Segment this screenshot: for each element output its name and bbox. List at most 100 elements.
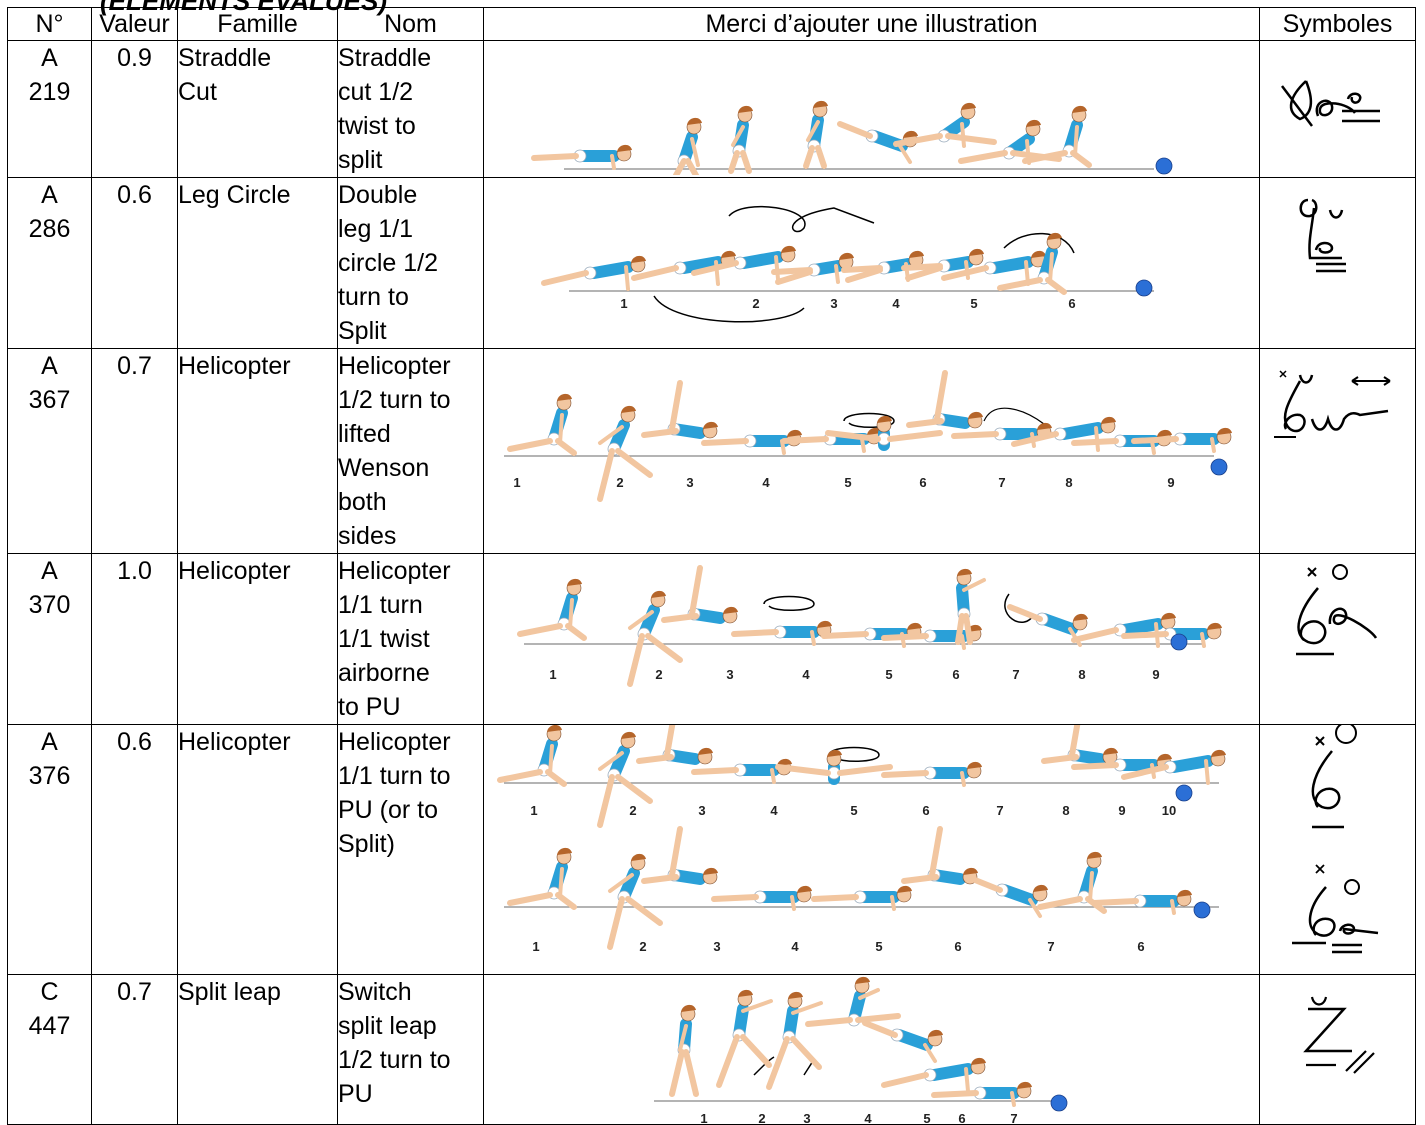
position-number: 5 [850, 803, 857, 818]
gymnast-figure [955, 568, 986, 645]
gymnast-figure [1037, 851, 1107, 914]
element-value: 0.9 [91, 40, 178, 178]
logo-icon [1175, 784, 1193, 802]
element-illustration: 1 2 3 4 5 6 7 [483, 974, 1260, 1125]
position-number: 2 [629, 803, 636, 818]
element-symbol-icon [1292, 725, 1379, 954]
element-value: 0.6 [91, 724, 178, 975]
position-number: 6 [958, 1111, 965, 1123]
element-name: Helicopter 1/1 turn to PU (or to Split) [337, 724, 484, 975]
gymnast-figure [893, 102, 997, 148]
logo-icon [1170, 633, 1188, 651]
header-num: N° [7, 7, 92, 41]
position-number: 5 [970, 296, 977, 311]
gymnast-figure [1022, 105, 1092, 168]
element-symbol [1259, 553, 1416, 725]
position-number: 6 [1137, 939, 1144, 954]
gymnast-figure [766, 991, 823, 1090]
position-number: 7 [1012, 667, 1019, 682]
gymnast-figure [669, 1004, 699, 1097]
gymnast-figure [997, 232, 1067, 295]
element-number: A 219 [7, 40, 92, 178]
gymnast-figure [1041, 725, 1118, 765]
table-row: A 370 1.0 Helicopter Helicopter 1/1 turn 1/… [7, 553, 1416, 725]
gymnast-figure [771, 252, 854, 285]
gymnast-figure [811, 885, 912, 911]
gymnast-figure [731, 620, 832, 646]
gymnast-figure [691, 758, 792, 784]
position-number: 8 [1062, 803, 1069, 818]
elements-table: N° Valeur Famille Nom Merci d’ajouter un… [7, 7, 1416, 1125]
logo-icon [1135, 279, 1153, 297]
element-number: C 447 [7, 974, 92, 1125]
gymnast-figure [967, 875, 1048, 918]
position-number: 1 [620, 296, 627, 311]
position-number: 4 [762, 475, 770, 490]
gymnast-figure [641, 826, 718, 885]
gymnast-figure [728, 105, 753, 174]
logo-icon [1050, 1094, 1068, 1112]
element-family: Straddle Cut [177, 40, 338, 178]
gymnast-figure [691, 245, 796, 281]
position-number: 6 [919, 475, 926, 490]
element-number: A 370 [7, 553, 92, 725]
position-number: 7 [1010, 1111, 1017, 1123]
element-family: Leg Circle [177, 177, 338, 349]
position-number: 1 [700, 1111, 707, 1123]
element-value: 0.7 [91, 348, 178, 554]
element-family: Helicopter [177, 348, 338, 554]
element-symbol [1259, 724, 1416, 975]
header-famille: Famille [177, 7, 338, 41]
element-name: Switch split leap 1/2 turn to PU [337, 974, 484, 1125]
element-number: A 367 [7, 348, 92, 554]
element-symbol [1259, 40, 1416, 178]
position-number: 3 [726, 667, 733, 682]
position-number: 2 [752, 296, 759, 311]
position-number: 3 [803, 1111, 810, 1123]
gymnast-figure [862, 1020, 943, 1063]
gymnast-figure [931, 1081, 1032, 1107]
table-row: A 376 0.6 Helicopter Helicopter 1/1 turn t… [7, 724, 1416, 975]
element-symbol-icon [1274, 370, 1391, 438]
position-number: 3 [698, 803, 705, 818]
element-family: Helicopter [177, 553, 338, 725]
element-name: Helicopter 1/1 turn 1/1 twist airborne to PU [337, 553, 484, 725]
element-name: Straddle cut 1/2 twist to split [337, 40, 484, 178]
position-number: 4 [770, 803, 778, 818]
position-number: 5 [844, 475, 851, 490]
position-number: 1 [530, 803, 537, 818]
position-number: 9 [1152, 667, 1159, 682]
header-nom: Nom [337, 7, 484, 41]
gymnast-figure [1071, 612, 1176, 648]
position-number: 7 [998, 475, 1005, 490]
position-number: 5 [923, 1111, 930, 1123]
gymnast-figure [1007, 604, 1088, 647]
table-row: A 286 0.6 Leg Circle Double leg 1/1 circle … [7, 177, 1416, 349]
position-number: 9 [1167, 475, 1174, 490]
gymnast-figure [1131, 427, 1232, 453]
position-number: 1 [549, 667, 556, 682]
table-row: A 219 0.9 Straddle Cut Straddle cut 1/2 twis… [7, 40, 1416, 178]
logo-icon [1193, 901, 1211, 919]
element-symbol [1259, 177, 1416, 349]
element-value: 1.0 [91, 553, 178, 725]
element-name: Double leg 1/1 circle 1/2 turn to Split [337, 177, 484, 349]
element-number: A 286 [7, 177, 92, 349]
position-number: 4 [864, 1111, 872, 1123]
gymnast-figure [825, 415, 943, 451]
position-number: 9 [1118, 803, 1125, 818]
position-number: 6 [922, 803, 929, 818]
gymnast-figure [1121, 749, 1226, 785]
logo-icon [1210, 458, 1228, 476]
gymnast-figure [881, 1057, 986, 1093]
gymnast-figure [597, 731, 653, 828]
gymnast-figure [1091, 889, 1192, 915]
element-number: A 376 [7, 724, 92, 975]
gymnast-figure [531, 144, 632, 170]
gymnast-figure [627, 590, 683, 687]
position-number: 2 [758, 1111, 765, 1123]
